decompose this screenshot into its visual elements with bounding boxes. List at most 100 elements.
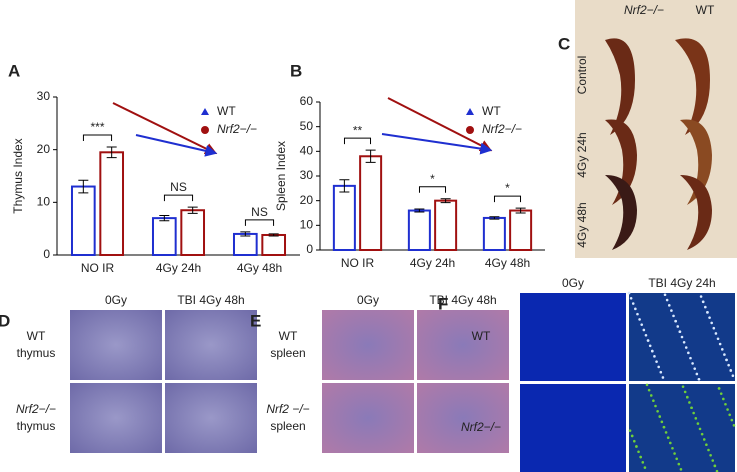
bar bbox=[359, 155, 383, 251]
row-label: spleen bbox=[270, 346, 305, 360]
fluorescence-dot bbox=[720, 348, 724, 351]
micrograph bbox=[417, 383, 509, 453]
error-bar bbox=[159, 215, 170, 222]
micrograph bbox=[629, 384, 735, 472]
legend-marker bbox=[201, 126, 209, 134]
y-tick-label: 20 bbox=[37, 142, 51, 156]
fluorescence-dot bbox=[667, 304, 671, 307]
legend-label: Nrf2−/− bbox=[217, 122, 257, 136]
row-label: thymus bbox=[17, 419, 56, 433]
column-label: 0Gy bbox=[105, 293, 127, 307]
significance-bracket bbox=[343, 137, 372, 145]
fluorescence-dot bbox=[692, 411, 695, 415]
x-tick-label: 4Gy 24h bbox=[156, 261, 201, 275]
fluorescence-dot bbox=[679, 468, 683, 471]
fluorescence-dot bbox=[655, 360, 658, 363]
row-label: WT bbox=[472, 329, 491, 343]
fluorescence-dot bbox=[651, 349, 654, 353]
fluorescence-dot bbox=[732, 424, 736, 427]
column-label: TBI 4Gy 48h bbox=[177, 293, 244, 307]
fluorescence-dot bbox=[660, 420, 664, 424]
arrow bbox=[381, 133, 493, 155]
micrograph bbox=[520, 293, 626, 381]
panel-label: E bbox=[250, 311, 261, 330]
fluorescence-dot bbox=[699, 295, 703, 298]
fluorescence-dot bbox=[631, 302, 635, 305]
fluorescence-dot bbox=[627, 291, 631, 295]
fluorescence-dot bbox=[704, 305, 707, 309]
error-bar bbox=[78, 179, 89, 194]
spleen-photos bbox=[605, 38, 712, 250]
fluorescence-dot bbox=[652, 399, 655, 403]
fluorescence-dot bbox=[680, 335, 684, 339]
fluorescence-dot bbox=[656, 409, 659, 413]
fluorescence-dot bbox=[634, 307, 637, 311]
row-label: 4Gy 48h bbox=[575, 202, 589, 247]
fluorescence-dot bbox=[731, 374, 735, 378]
micrograph bbox=[417, 310, 509, 380]
bar bbox=[232, 232, 258, 256]
fluorescence-dot bbox=[687, 351, 690, 355]
fluorescence-dot bbox=[709, 453, 712, 457]
fluorescence-dot bbox=[671, 446, 674, 450]
y-tick-label: 10 bbox=[37, 195, 51, 209]
fluorescence-dot bbox=[727, 363, 730, 367]
fluorescence-dot bbox=[647, 388, 651, 392]
panel-label: A bbox=[8, 61, 20, 80]
fluorescence-dot bbox=[672, 314, 675, 318]
x-tick-label: 4Gy 24h bbox=[410, 256, 455, 270]
micrograph bbox=[165, 310, 257, 380]
fluorescence-dot bbox=[649, 394, 653, 397]
fluorescence-dot bbox=[673, 452, 676, 455]
fluorescence-dot bbox=[684, 346, 688, 349]
fluorescence-dot bbox=[648, 344, 652, 348]
fluorescence-dot bbox=[682, 340, 686, 344]
legend-label: Nrf2−/− bbox=[482, 122, 522, 136]
fluorescence-dot bbox=[707, 448, 710, 452]
y-tick-label: 40 bbox=[300, 144, 314, 158]
legend-marker bbox=[201, 108, 209, 115]
error-bar bbox=[440, 198, 451, 204]
bar bbox=[482, 216, 506, 251]
fluorescence-dot bbox=[698, 427, 702, 431]
fluorescence-dot bbox=[710, 321, 713, 325]
panel-label: B bbox=[290, 61, 302, 80]
y-tick-label: 60 bbox=[300, 94, 314, 108]
fluorescence-dot bbox=[696, 422, 700, 425]
significance-label: * bbox=[430, 172, 435, 186]
error-bar bbox=[515, 207, 526, 214]
micrograph bbox=[520, 384, 626, 472]
y-tick-label: 20 bbox=[300, 193, 314, 207]
bar bbox=[151, 217, 177, 256]
fluorescence-dot bbox=[643, 466, 647, 469]
row-label: WT bbox=[27, 329, 46, 343]
fluorescence-dot bbox=[666, 436, 670, 439]
significance-bracket bbox=[82, 134, 113, 142]
fluorescence-dot bbox=[716, 337, 720, 341]
significance-bracket bbox=[244, 219, 275, 226]
legend-label: WT bbox=[217, 104, 236, 118]
fluorescence-dot bbox=[717, 387, 721, 390]
error-bar bbox=[268, 233, 279, 237]
fluorescence-dot bbox=[677, 462, 681, 466]
fluorescence-dot bbox=[712, 326, 716, 330]
significance-label: ** bbox=[353, 123, 363, 137]
fluorescence-dot bbox=[683, 390, 687, 394]
bar bbox=[407, 209, 431, 252]
fluorescence-dot bbox=[715, 469, 719, 472]
micrograph bbox=[70, 310, 162, 380]
error-bar bbox=[187, 206, 198, 214]
bar bbox=[332, 184, 356, 251]
bar bbox=[70, 185, 96, 257]
fluorescence-dot bbox=[728, 413, 731, 417]
fluorescence-dot bbox=[638, 318, 641, 321]
column-label: TBI 4Gy 24h bbox=[648, 276, 715, 290]
fluorescence-dot bbox=[661, 376, 665, 379]
fluorescence-dot bbox=[723, 353, 726, 356]
micrograph bbox=[322, 383, 414, 453]
row-label: Nrf2−/− bbox=[16, 402, 56, 416]
fluorescence-dot bbox=[695, 372, 699, 376]
y-axis-label: Thymus Index bbox=[11, 138, 25, 213]
significance-bracket bbox=[493, 195, 522, 203]
fluorescence-dot bbox=[665, 298, 669, 302]
